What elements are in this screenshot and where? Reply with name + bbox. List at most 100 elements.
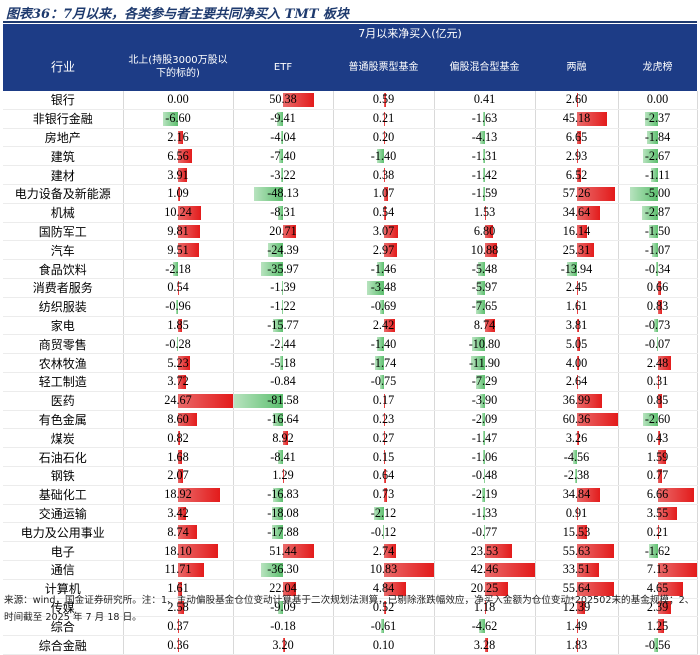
value-text: -0.12 (371, 525, 396, 539)
value-cell: -1.42 (434, 166, 535, 185)
value-text: 34.84 (563, 487, 590, 501)
value-cell: 6.56 (123, 147, 233, 166)
value-text: -4.62 (472, 619, 497, 633)
value-text: -81.58 (267, 393, 298, 407)
value-cell: 0.00 (618, 91, 697, 109)
value-cell: -4.56 (535, 448, 618, 467)
value-text: 1.25 (647, 619, 668, 633)
value-text: 2.39 (647, 600, 668, 614)
value-text: 0.83 (647, 299, 668, 313)
value-text: -0.96 (165, 299, 190, 313)
value-cell: 0.59 (333, 91, 434, 109)
header-row-columns: 行业 北上(持股3000万股以下的标的) ETF 普通股票型基金 偏股混合型基金… (3, 43, 697, 91)
industry-label: 银行 (3, 91, 123, 109)
value-cell: -13.94 (535, 260, 618, 279)
value-text: 1.07 (373, 186, 394, 200)
value-text: -1.63 (472, 111, 497, 125)
value-cell: -1.22 (233, 297, 333, 316)
industry-label: 基础化工 (3, 485, 123, 504)
value-cell: 11.71 (123, 560, 233, 579)
value-cell: 1.09 (123, 184, 233, 203)
value-cell: 2.42 (333, 316, 434, 335)
value-cell: -0.48 (434, 466, 535, 485)
value-cell: 20.71 (233, 222, 333, 241)
value-cell: 3.55 (618, 504, 697, 523)
value-text: -2.44 (270, 337, 295, 351)
value-cell: -1.06 (434, 448, 535, 467)
value-text: 1.85 (167, 318, 188, 332)
value-cell: 0.36 (123, 636, 233, 655)
industry-label: 通信 (3, 560, 123, 579)
value-cell: 16.14 (535, 222, 618, 241)
value-text: 0.54 (373, 205, 394, 219)
value-text: 0.91 (566, 506, 587, 520)
value-text: 2.93 (566, 149, 587, 163)
value-text: 23.53 (471, 544, 498, 558)
value-text: 11.71 (165, 562, 192, 576)
value-text: 0.77 (647, 468, 668, 482)
value-cell: -2.12 (333, 504, 434, 523)
value-text: 18.10 (164, 544, 191, 558)
value-cell: 57.26 (535, 184, 618, 203)
value-text: -8.31 (270, 205, 295, 219)
value-cell: -2.09 (434, 410, 535, 429)
value-cell: 51.44 (233, 542, 333, 561)
industry-label: 医药 (3, 391, 123, 410)
value-cell: -2.38 (535, 466, 618, 485)
value-cell: 2.60 (535, 91, 618, 109)
industry-label: 电子 (3, 542, 123, 561)
value-cell: 1.85 (123, 316, 233, 335)
value-cell: 0.85 (618, 391, 697, 410)
value-text: 2.16 (167, 130, 188, 144)
value-text: -2.87 (645, 205, 670, 219)
header-blank (3, 24, 123, 43)
value-cell: 2.74 (333, 542, 434, 561)
value-text: 1.09 (167, 186, 188, 200)
value-text: 2.58 (167, 600, 188, 614)
value-text: 0.31 (647, 374, 668, 388)
value-cell: 1.61 (535, 297, 618, 316)
value-text: 1.83 (566, 638, 587, 652)
value-text: -4.04 (270, 130, 295, 144)
value-text: 2.42 (373, 318, 394, 332)
value-cell: 9.51 (123, 241, 233, 260)
value-text: 20.25 (471, 581, 498, 595)
value-cell: -9.41 (233, 109, 333, 128)
value-text: -0.48 (472, 468, 497, 482)
value-text: -1.33 (472, 506, 497, 520)
value-cell: -1.07 (618, 241, 697, 260)
value-cell: -0.12 (333, 523, 434, 542)
value-text: 1.53 (474, 205, 495, 219)
value-text: 0.15 (373, 450, 394, 464)
value-text: -10.80 (469, 337, 500, 351)
value-cell: 0.27 (333, 429, 434, 448)
value-cell: -10.80 (434, 335, 535, 354)
value-text: 0.00 (167, 92, 188, 106)
value-cell: -1.84 (618, 128, 697, 147)
value-cell: 25.31 (535, 241, 618, 260)
value-cell: 1.59 (618, 448, 697, 467)
value-cell: -2.19 (434, 485, 535, 504)
value-cell: 1.83 (535, 636, 618, 655)
value-text: 0.37 (167, 619, 188, 633)
value-text: -0.73 (645, 318, 670, 332)
value-cell: 10.88 (434, 241, 535, 260)
value-text: 51.44 (269, 544, 296, 558)
value-text: -17.88 (267, 525, 298, 539)
value-cell: 2.97 (333, 241, 434, 260)
value-text: 1.61 (566, 299, 587, 313)
value-cell: -0.34 (618, 260, 697, 279)
value-cell: -16.83 (233, 485, 333, 504)
value-cell: -0.75 (333, 372, 434, 391)
value-text: 0.36 (167, 638, 188, 652)
value-text: 8.60 (167, 412, 188, 426)
value-text: 0.54 (167, 280, 188, 294)
value-text: 0.64 (373, 468, 394, 482)
net-buy-table: 7月以来净买入(亿元) 行业 北上(持股3000万股以下的标的) ETF 普通股… (3, 24, 698, 655)
